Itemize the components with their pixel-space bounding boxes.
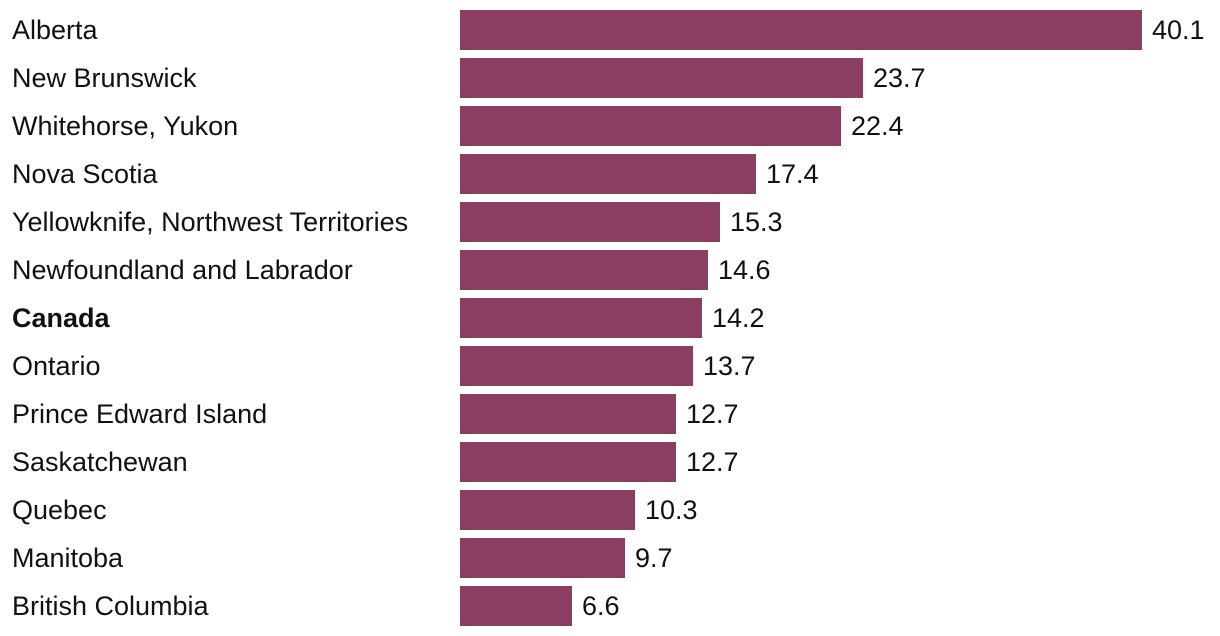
category-label: British Columbia <box>12 591 210 621</box>
value-label: 23.7 <box>873 63 926 93</box>
category-label: Canada <box>12 303 111 333</box>
bar <box>460 58 863 98</box>
bar <box>460 106 841 146</box>
value-label: 10.3 <box>645 495 698 525</box>
value-label: 13.7 <box>703 351 756 381</box>
category-label: New Brunswick <box>12 63 197 93</box>
value-label: 12.7 <box>686 447 739 477</box>
category-label: Yellowknife, Northwest Territories <box>12 207 408 237</box>
value-label: 6.6 <box>582 591 620 621</box>
category-label: Quebec <box>12 495 107 525</box>
category-label: Newfoundland and Labrador <box>12 255 353 285</box>
bar <box>460 586 572 626</box>
category-label: Whitehorse, Yukon <box>12 111 238 141</box>
value-label: 12.7 <box>686 399 739 429</box>
bar <box>460 10 1142 50</box>
bar <box>460 394 676 434</box>
value-label: 17.4 <box>766 159 819 189</box>
bar <box>460 538 625 578</box>
bar <box>460 250 708 290</box>
bar <box>460 442 676 482</box>
value-label: 15.3 <box>730 207 783 237</box>
bar <box>460 154 756 194</box>
category-label: Alberta <box>12 15 99 45</box>
value-label: 14.6 <box>718 255 771 285</box>
bar <box>460 298 702 338</box>
category-label: Nova Scotia <box>12 159 159 189</box>
value-label: 22.4 <box>851 111 904 141</box>
category-label: Prince Edward Island <box>12 399 267 429</box>
category-label: Saskatchewan <box>12 447 188 477</box>
value-label: 14.2 <box>712 303 765 333</box>
value-label: 40.1 <box>1152 15 1205 45</box>
bar <box>460 346 693 386</box>
bar <box>460 490 635 530</box>
category-label: Manitoba <box>12 543 124 573</box>
category-label: Ontario <box>12 351 101 381</box>
bar <box>460 202 720 242</box>
value-label: 9.7 <box>635 543 673 573</box>
